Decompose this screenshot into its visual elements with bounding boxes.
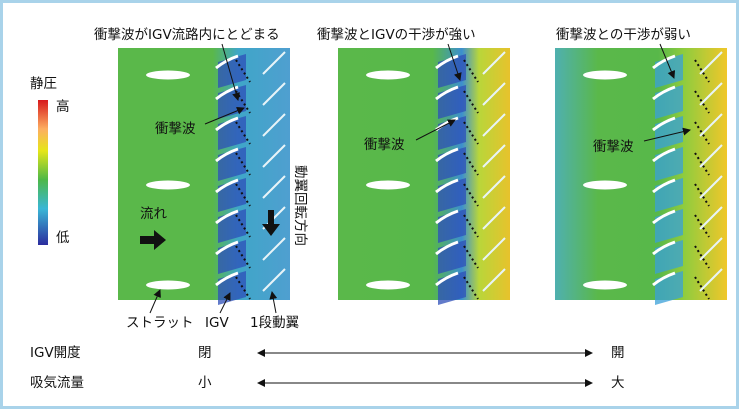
row-label: 吸気流量	[30, 375, 84, 391]
strut	[583, 71, 627, 80]
strut-label: ストラット	[126, 315, 194, 331]
strut	[146, 71, 190, 80]
contour-image	[555, 48, 727, 300]
shock-label: 衝撃波	[364, 137, 405, 153]
strut	[366, 281, 410, 290]
igv-label: IGV	[205, 315, 229, 331]
figure: 静圧 高 低 衝撃波がIGV流路内にとどまる 衝撃波とIGVの干渉が強い 衝撃波…	[0, 0, 739, 409]
panel-title: 衝撃波がIGV流路内にとどまる	[94, 27, 280, 43]
legend-title: 静圧	[30, 76, 57, 92]
rotation-label: 動翼回転方向	[292, 165, 308, 246]
row-left: 閉	[198, 345, 212, 361]
strut	[583, 281, 627, 290]
legend-high: 高	[56, 98, 70, 115]
contour-image	[118, 48, 290, 300]
row-right: 大	[611, 375, 625, 391]
shock-label: 衝撃波	[155, 121, 196, 137]
panel-title: 衝撃波とIGVの干渉が強い	[317, 27, 476, 43]
colorbar	[38, 100, 48, 245]
flow-label: 流れ	[140, 206, 167, 222]
legend-low: 低	[56, 230, 70, 246]
row-right: 開	[611, 345, 625, 361]
strut	[366, 181, 410, 190]
strut	[146, 181, 190, 190]
rotor-label: 1段動翼	[250, 315, 299, 331]
row-left: 小	[198, 375, 212, 391]
strut	[583, 181, 627, 190]
row-label: IGV開度	[30, 345, 81, 361]
contour-image	[338, 48, 510, 300]
panel-title: 衝撃波との干渉が弱い	[556, 27, 691, 43]
contour-panels	[118, 48, 727, 305]
strut	[146, 281, 190, 290]
strut	[366, 71, 410, 80]
shock-label: 衝撃波	[593, 139, 634, 155]
